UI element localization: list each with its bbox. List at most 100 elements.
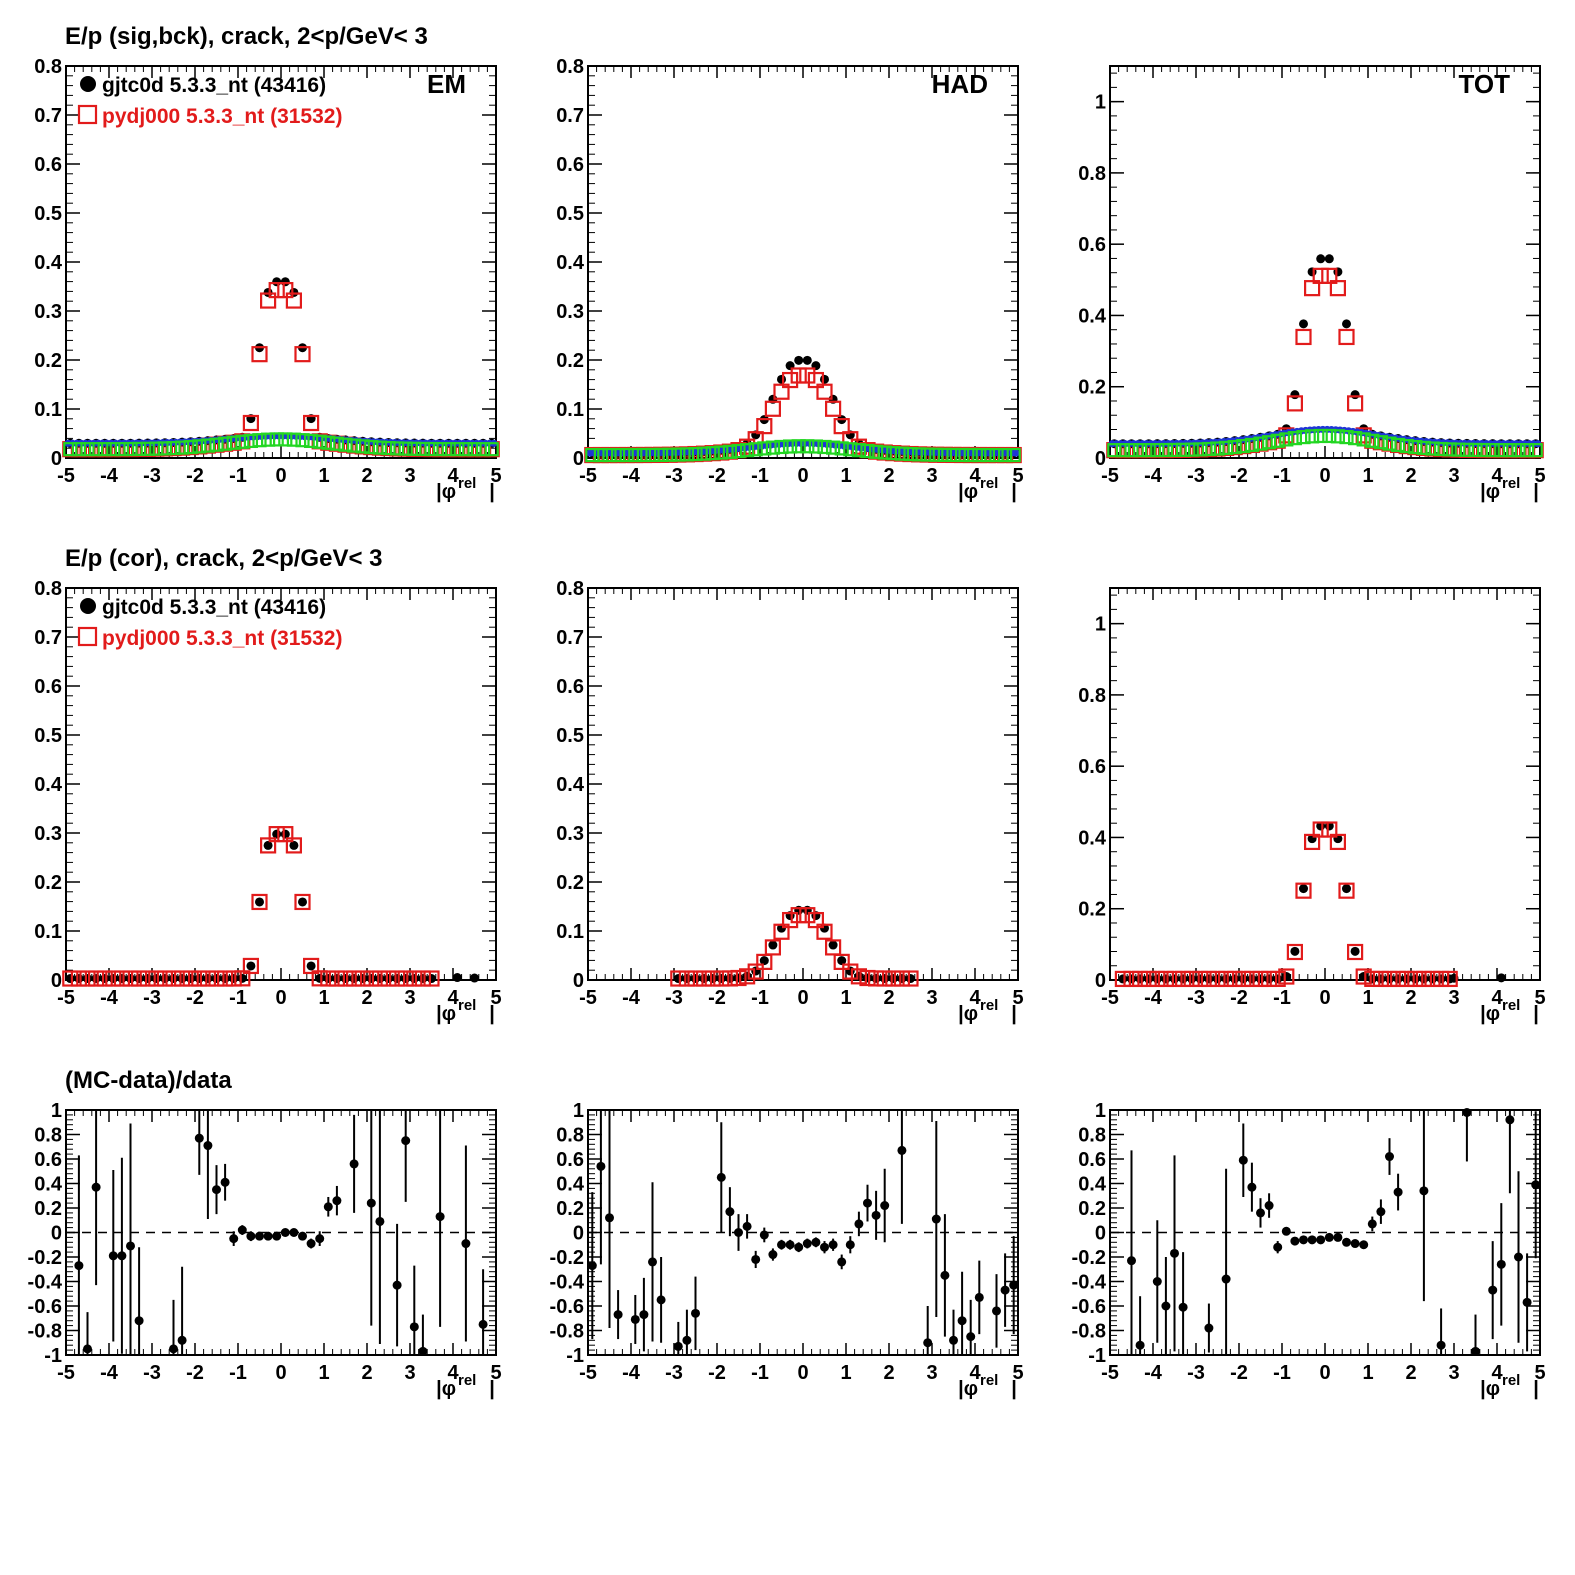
mc-point	[790, 367, 807, 384]
bck-mc-point	[602, 447, 617, 463]
mc-point	[1286, 395, 1304, 412]
y-tick-label: 0.1	[556, 921, 584, 943]
mc-point	[294, 346, 311, 363]
bck-mc-point	[235, 434, 250, 449]
mc-point	[371, 970, 388, 987]
mc-point	[251, 893, 268, 911]
bck-mc-point	[1193, 442, 1208, 457]
ratio-point	[880, 1201, 890, 1211]
bck-mc-point	[825, 440, 841, 455]
bck-mc-point	[1210, 441, 1225, 456]
x-tick-label: -2	[1230, 987, 1248, 1009]
x-tick-label: 4	[1491, 987, 1503, 1009]
data-point	[384, 974, 393, 984]
ratio-point	[863, 1198, 872, 1208]
bck-mc-point	[705, 446, 720, 461]
mc-point	[182, 970, 199, 987]
ratio-point	[1488, 1285, 1498, 1295]
bck-mc-point	[88, 442, 104, 457]
x-tick-label: -1	[751, 1362, 769, 1384]
x-tick-label: 4	[969, 465, 981, 487]
y-tick-label: 0.5	[556, 725, 584, 747]
x-tick-label: 0	[1319, 1362, 1330, 1384]
legend-data-marker	[80, 598, 96, 614]
mc-point	[1303, 833, 1321, 851]
ratio-point	[1161, 1301, 1171, 1311]
data-point	[280, 829, 290, 839]
mc-point	[695, 970, 713, 987]
mc-point	[406, 970, 423, 987]
bck-mc-point	[929, 447, 944, 462]
bck-mc-point	[458, 442, 473, 457]
legend-data-marker	[80, 76, 96, 92]
x-axis-title-main: |φ	[1480, 1378, 1500, 1400]
ratio-point	[845, 1240, 855, 1250]
mc-point	[328, 970, 345, 987]
x-axis-title-sup: rel	[458, 1372, 476, 1389]
mc-point	[242, 414, 259, 432]
y-tick-label: 0.8	[556, 578, 584, 600]
legend-data-label: gjtc0d 5.3.3_nt (43416)	[102, 74, 326, 97]
x-tick-label: 4	[969, 1362, 981, 1384]
x-axis-title: |φ rel |	[1480, 1372, 1539, 1400]
mc-point	[96, 970, 113, 987]
ratio-point	[461, 1239, 471, 1249]
x-axis-title-end: |	[1533, 1378, 1539, 1400]
bck-mc-point	[954, 447, 970, 463]
data-point	[358, 974, 368, 984]
data-point	[708, 974, 718, 984]
bck-mc-point	[347, 438, 362, 453]
ratio-point	[91, 1182, 101, 1192]
bck-mc-point	[80, 442, 95, 457]
bck-mc-point	[1218, 440, 1234, 455]
ratio-point	[212, 1185, 221, 1195]
y-tick-label: -1	[566, 1345, 584, 1367]
bck-mc-point	[304, 433, 319, 449]
data-point	[906, 974, 915, 984]
y-tick-label: 1	[1095, 92, 1106, 114]
x-tick-label: 0	[797, 465, 808, 487]
y-tick-label: 0.2	[1078, 1198, 1106, 1220]
data-point	[1419, 974, 1429, 984]
ratio-point	[418, 1346, 428, 1356]
data-point	[1402, 974, 1412, 984]
mc-point	[1355, 968, 1372, 985]
y-tick-label: 0	[1095, 970, 1106, 992]
y-tick-label: 0.2	[34, 872, 62, 894]
plot-panel-row3-had: -5 -4 -3 -2 -1 0 1 2 3 4 5-1-0.8-0.6-0.4-0.200.20.…	[550, 1100, 1024, 1400]
mc-point	[1303, 280, 1321, 297]
x-tick-label: 5	[1534, 987, 1545, 1009]
y-tick-label: -0.4	[1072, 1272, 1107, 1294]
ratio-point	[742, 1221, 752, 1231]
bck-mc-point	[593, 447, 609, 463]
x-axis-title-end: |	[1011, 1003, 1017, 1025]
bck-mc-point	[1006, 447, 1021, 463]
ratio-point	[957, 1316, 967, 1326]
bck-mc-point	[424, 441, 439, 457]
legend-mc-label: pydj000 5.3.3_nt (31532)	[102, 105, 342, 128]
x-tick-label: 0	[275, 987, 286, 1009]
ratio-point	[966, 1332, 976, 1342]
mc-point	[260, 837, 277, 854]
bck-mc-point	[610, 447, 626, 463]
bck-mc-point	[774, 439, 789, 455]
y-tick-label: 1	[573, 1100, 584, 1122]
bck-mc-point	[903, 446, 918, 462]
y-tick-label: 0.1	[556, 399, 584, 421]
ratio-point	[751, 1254, 761, 1264]
mc-point	[1295, 328, 1312, 346]
bck-mc-point	[1244, 437, 1260, 453]
y-tick-label: 0.1	[34, 921, 62, 943]
y-tick-label: -0.4	[550, 1272, 585, 1294]
x-tick-label: 3	[1448, 1362, 1459, 1384]
mc-point	[337, 970, 354, 987]
bck-mc-point	[722, 444, 738, 459]
x-tick-label: -4	[622, 1362, 641, 1384]
bck-mc-point	[894, 446, 910, 461]
ratio-point	[1238, 1155, 1248, 1165]
data-point	[108, 974, 118, 984]
y-tick-label: 1	[1095, 1100, 1106, 1122]
data-point	[212, 974, 221, 984]
mc-point	[756, 418, 773, 435]
x-tick-label: -2	[186, 465, 204, 487]
